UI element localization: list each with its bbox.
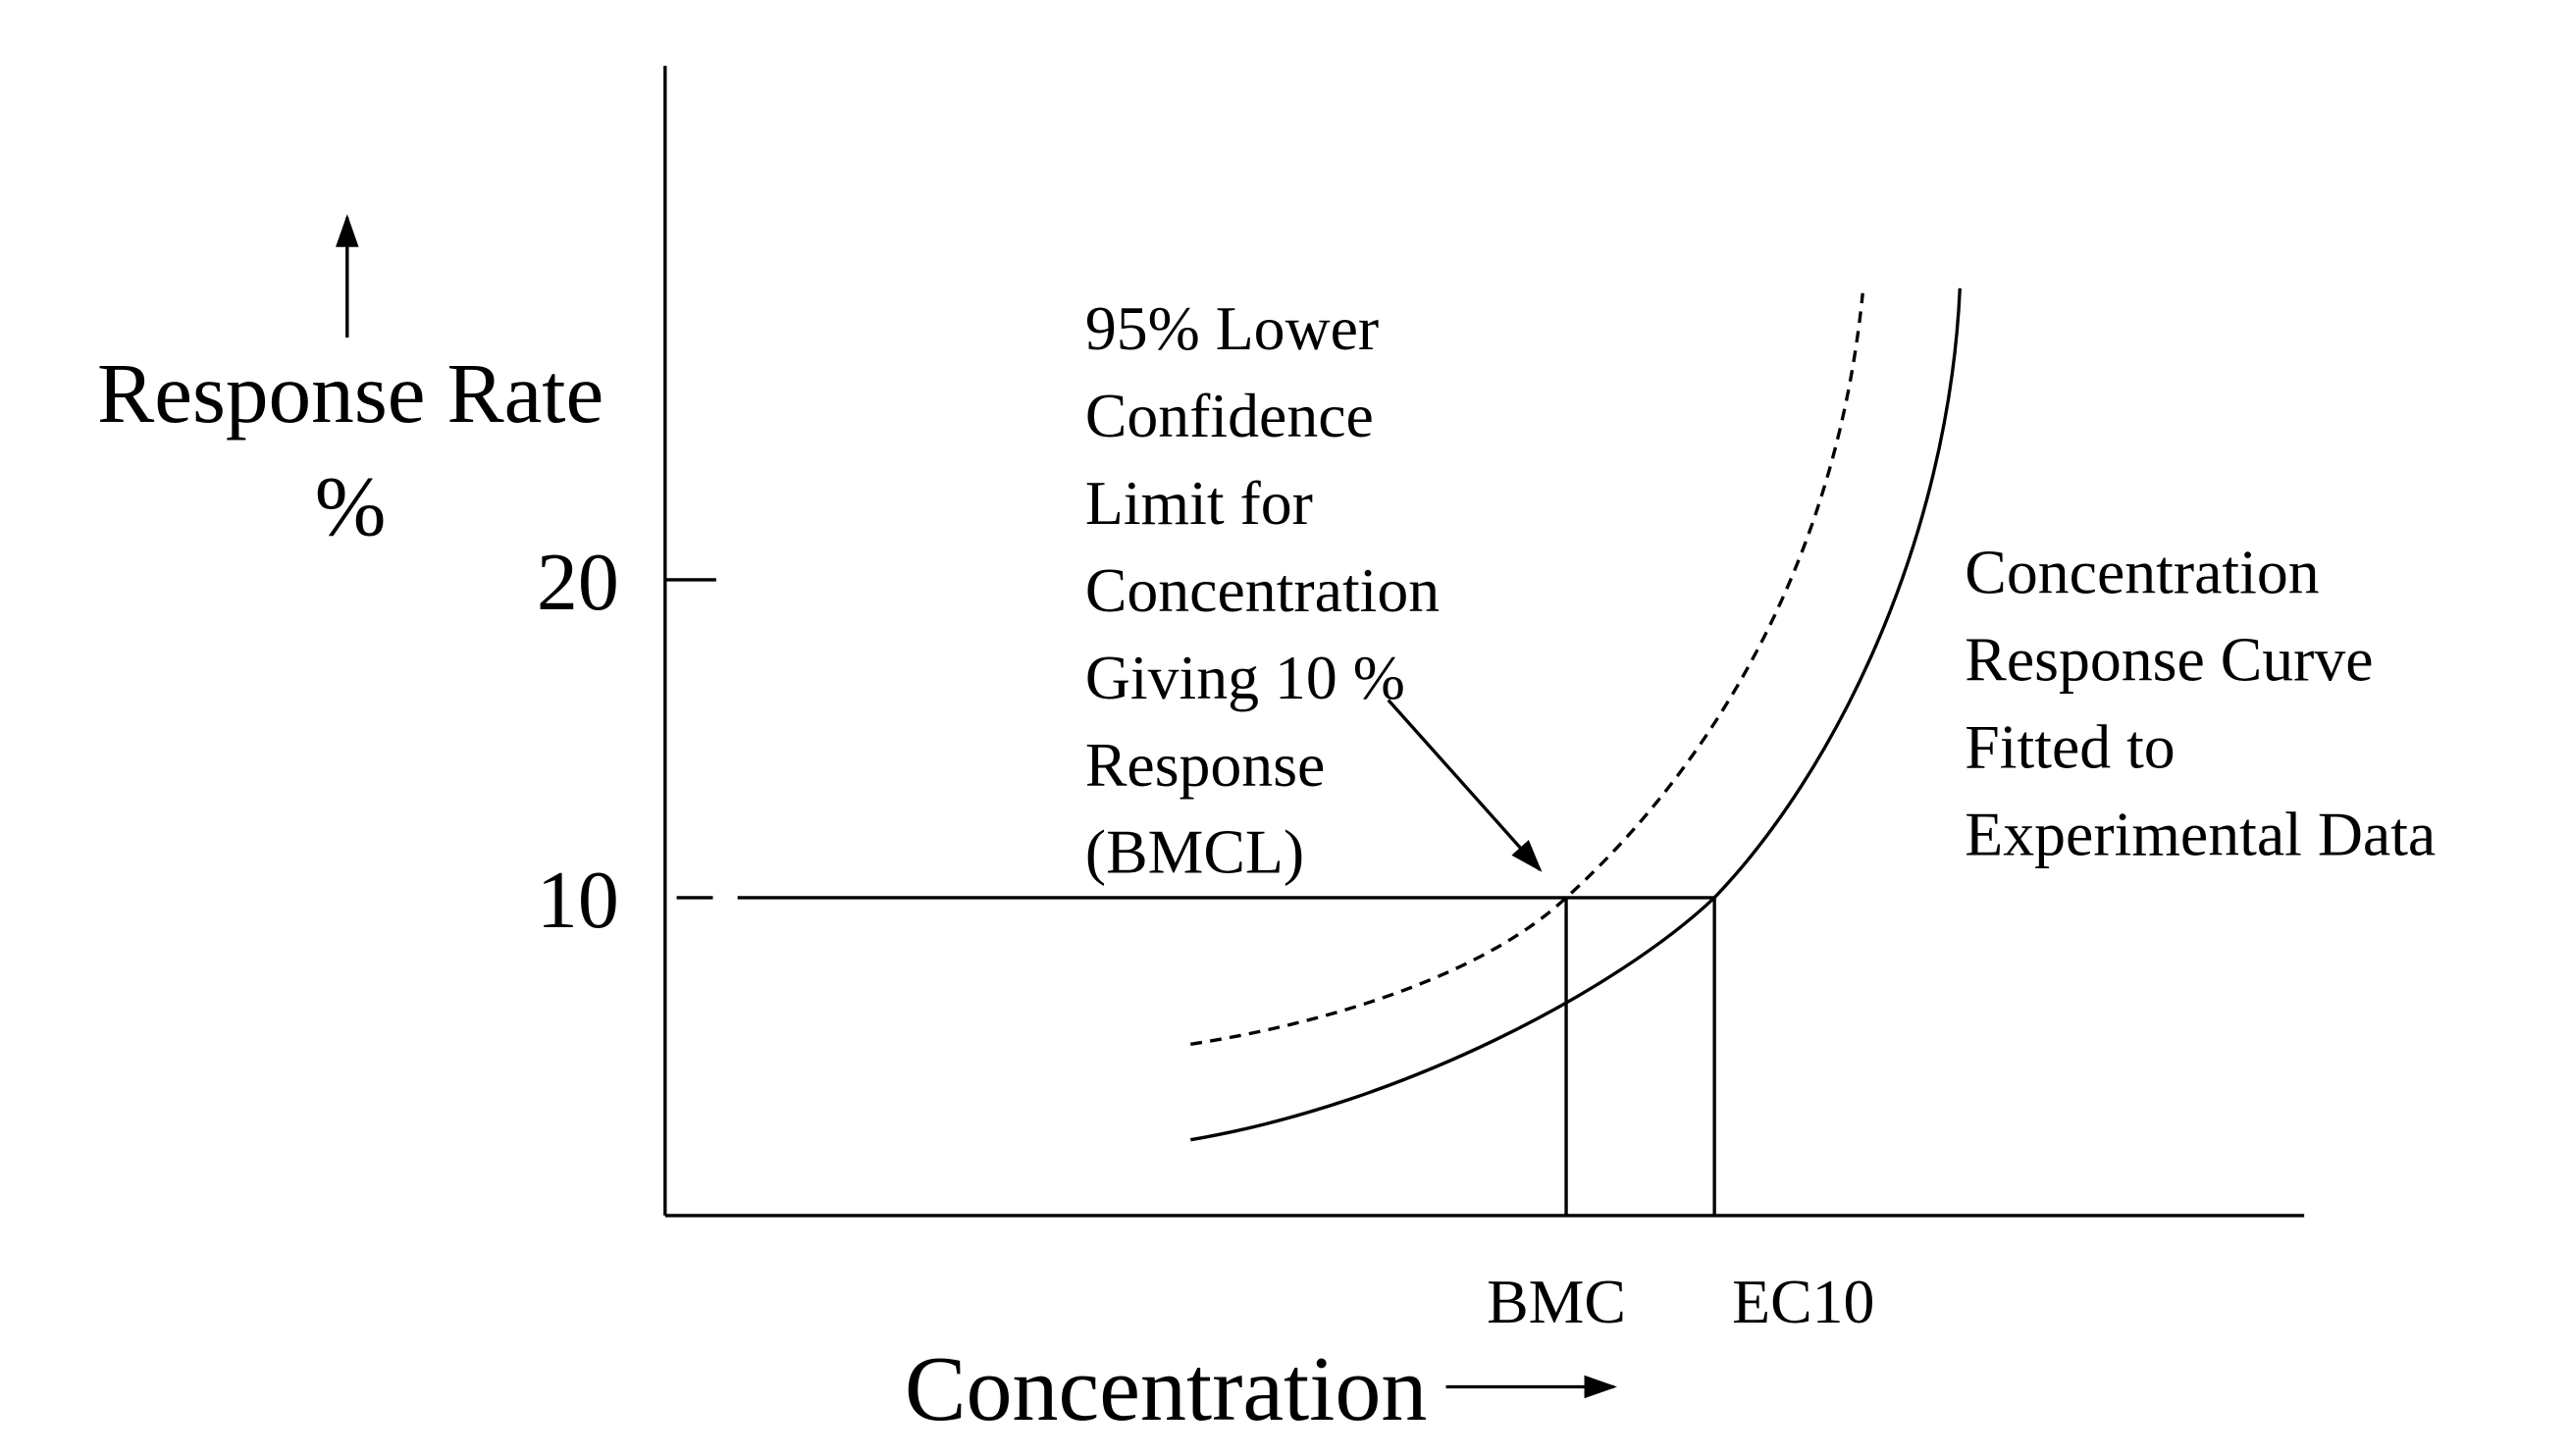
annotation-line: 95% Lower [1085,293,1379,363]
annotation-line: Concentration [1085,555,1440,625]
annotation-line: Response [1085,730,1325,800]
pointer-arrow [1387,699,1543,872]
confidence-curve [1190,292,1864,1046]
x-marker-label: EC10 [1732,1267,1874,1336]
x-axis-label: Concentration [905,1338,1428,1440]
annotation-line: Experimental Data [1965,799,2436,868]
annotation-line: Concentration [1965,537,2319,606]
y-tick-label: 10 [537,855,619,946]
annotation-line: Response Curve [1965,624,2373,694]
annotation-line: Fitted to [1965,711,2175,781]
x-marker-label: BMC [1487,1267,1626,1336]
response-curve [1190,287,1962,1142]
annotation-line: Limit for [1085,468,1313,538]
y-tick-label: 20 [537,537,619,628]
y-axis-label: % [315,459,387,554]
y-axis-label: Response Rate [97,345,603,441]
annotation-line: (BMCL) [1085,817,1304,887]
annotation-line: Confidence [1085,381,1374,450]
annotation-line: Giving 10 % [1085,643,1405,712]
